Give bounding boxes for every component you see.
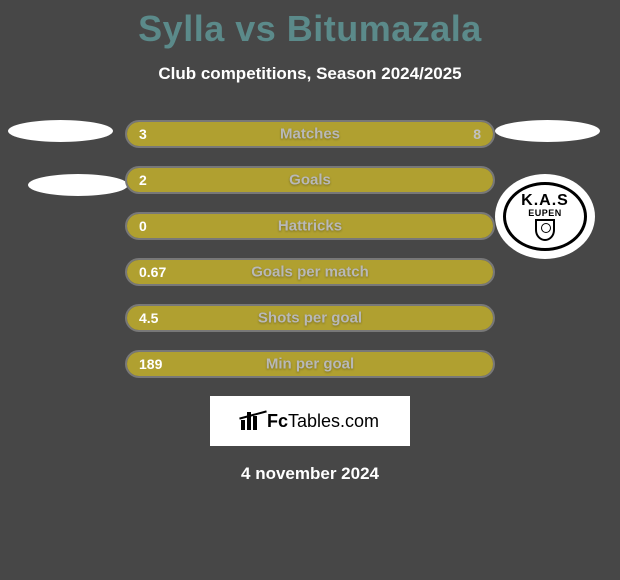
bar-value-right: 8	[473, 126, 481, 142]
brand-suffix: Tables.com	[288, 411, 379, 431]
stat-bars: 3 Matches 8 2 Goals 0 Hattricks 0.67 Goa…	[125, 120, 495, 378]
branding-box: FcTables.com	[210, 396, 410, 446]
bar-label: Matches	[127, 126, 493, 143]
bar-label: Hattricks	[127, 218, 493, 235]
bar-label: Min per goal	[127, 356, 493, 373]
player-ellipse-2	[28, 174, 128, 196]
bar-hattricks: 0 Hattricks	[125, 212, 495, 240]
page-title: Sylla vs Bitumazala	[0, 0, 620, 50]
bar-shots-per-goal: 4.5 Shots per goal	[125, 304, 495, 332]
bar-label: Goals	[127, 172, 493, 189]
club-badge-inner: K.A.S EUPEN	[503, 182, 587, 251]
player-ellipse-1	[8, 120, 113, 142]
fctables-icon	[241, 412, 263, 430]
right-player-graphics: K.A.S EUPEN	[495, 120, 600, 259]
bar-matches: 3 Matches 8	[125, 120, 495, 148]
branding-text: FcTables.com	[267, 411, 379, 432]
page-subtitle: Club competitions, Season 2024/2025	[0, 64, 620, 84]
club-badge: K.A.S EUPEN	[495, 174, 595, 259]
comparison-content: K.A.S EUPEN 3 Matches 8 2 Goals 0 Hattri…	[0, 120, 620, 484]
club-line2: EUPEN	[528, 208, 562, 218]
club-shield-icon	[535, 219, 555, 241]
bar-label: Goals per match	[127, 264, 493, 281]
bar-min-per-goal: 189 Min per goal	[125, 350, 495, 378]
date-label: 4 november 2024	[0, 464, 620, 484]
player-ellipse-3	[495, 120, 600, 142]
bar-goals-per-match: 0.67 Goals per match	[125, 258, 495, 286]
left-player-graphics	[8, 120, 128, 196]
brand-prefix: Fc	[267, 411, 288, 431]
bar-label: Shots per goal	[127, 310, 493, 327]
bar-goals: 2 Goals	[125, 166, 495, 194]
